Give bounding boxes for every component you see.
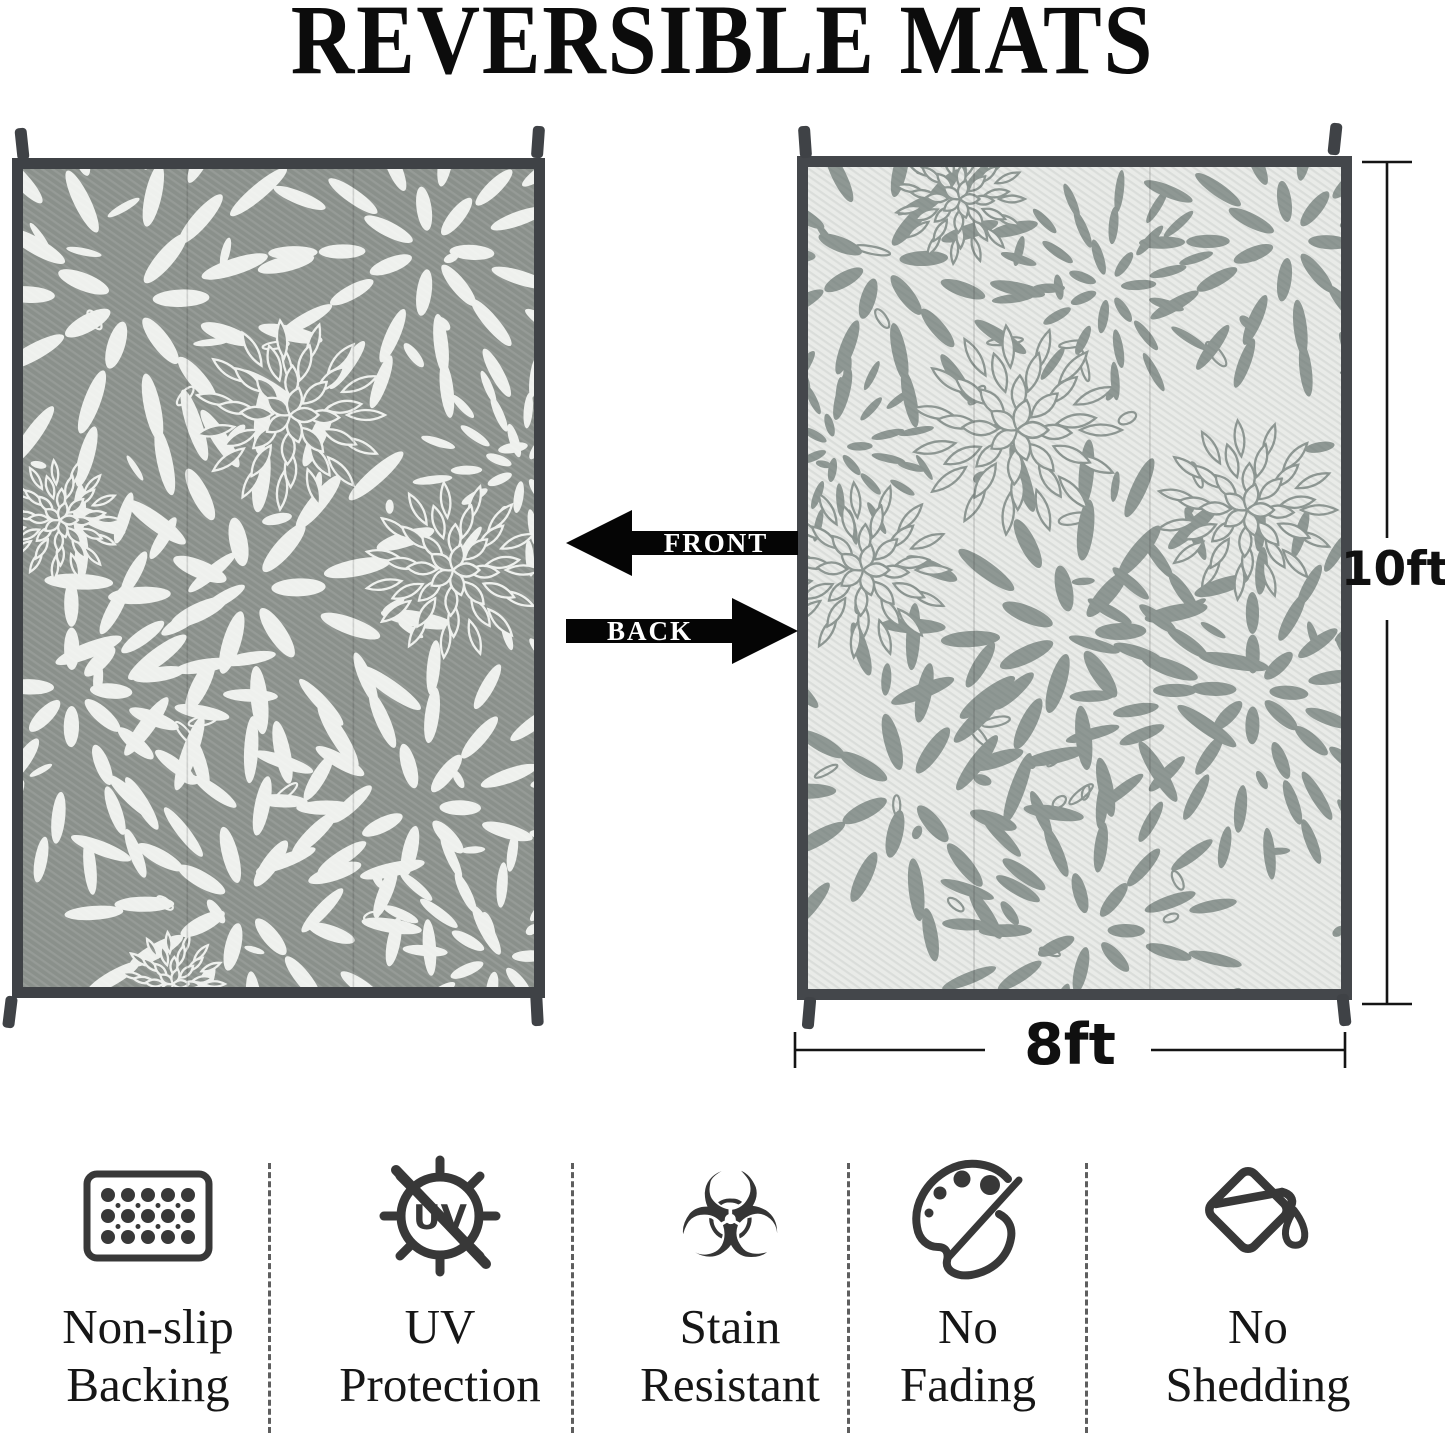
back-mat-image xyxy=(797,156,1352,1000)
no-fading-icon xyxy=(912,1159,1023,1280)
feature-label: Stain Resistant xyxy=(640,1299,820,1412)
corner-loop xyxy=(1327,122,1343,156)
feature-divider xyxy=(847,1163,850,1433)
corner-loop xyxy=(530,993,544,1027)
front-arrow: FRONT xyxy=(566,510,798,576)
uv-protection-icon: UV xyxy=(379,1155,501,1277)
front-arrow-label: FRONT xyxy=(664,528,769,558)
back-mat-pattern xyxy=(808,167,1341,989)
corner-loop xyxy=(14,127,30,161)
feature-no-shedding: No Shedding xyxy=(1123,1148,1393,1414)
back-arrow-label: BACK xyxy=(607,616,693,646)
height-dimension-line xyxy=(1362,160,1412,1006)
feature-divider xyxy=(268,1163,271,1433)
front-arrow-shape xyxy=(566,510,798,576)
feature-divider xyxy=(571,1163,574,1433)
corner-loop xyxy=(530,125,546,159)
back-arrow: BACK xyxy=(566,598,798,664)
corner-loop xyxy=(797,125,813,159)
no-shedding-icon xyxy=(1205,1167,1309,1253)
width-dimension-line xyxy=(793,1032,1347,1068)
feature-divider xyxy=(1085,1163,1088,1433)
corner-loop xyxy=(801,996,817,1030)
page-title: REVERSIBLE MATS xyxy=(290,0,1155,95)
non-slip-backing-icon xyxy=(83,1170,213,1262)
front-mat-pattern xyxy=(23,169,534,987)
feature-stain-resistant: ☣ Stain Resistant xyxy=(595,1148,865,1414)
back-arrow-shape xyxy=(566,598,798,664)
height-dimension-label: 10ft xyxy=(1340,542,1445,597)
feature-label: No Shedding xyxy=(1165,1299,1351,1412)
feature-label: No Fading xyxy=(899,1299,1037,1412)
feature-non-slip-backing: Non-slip Backing xyxy=(13,1148,283,1414)
feature-label: UV Protection xyxy=(339,1299,541,1412)
corner-loop xyxy=(2,995,18,1029)
front-mat-image xyxy=(12,158,545,998)
stain-resistant-icon: ☣ xyxy=(677,1147,783,1285)
feature-no-fading: No Fading xyxy=(833,1148,1103,1414)
width-dimension-label: 8ft xyxy=(1024,1012,1116,1078)
feature-label: Non-slip Backing xyxy=(62,1299,234,1412)
